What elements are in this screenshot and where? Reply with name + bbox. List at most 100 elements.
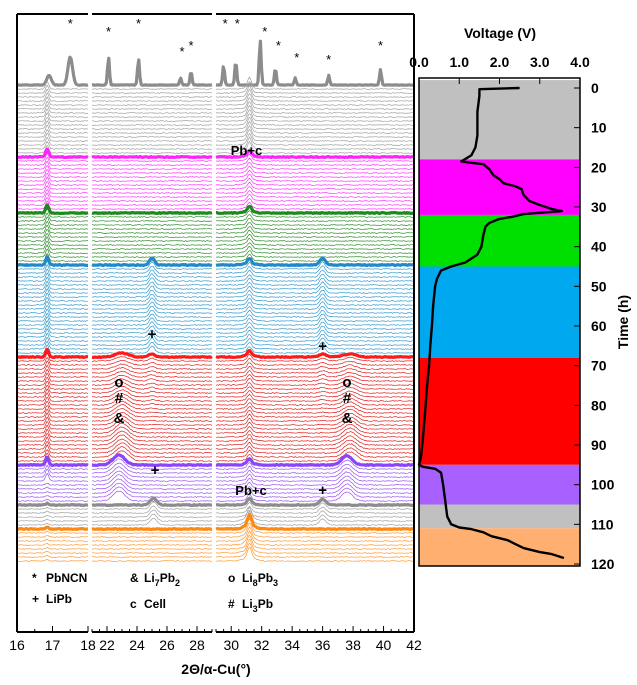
- xrd-trace-green-43-p1: [16, 248, 89, 258]
- legend-symbol-1: +: [32, 592, 39, 606]
- xrd-trace-blue-50-p2: [91, 277, 213, 286]
- xrd-trace-blue-48-p3: [215, 269, 415, 278]
- xrd-trace-red-81-p1: [16, 400, 89, 410]
- xrd-trace-red-73-p3: [215, 370, 414, 378]
- xrd-trace-orange-118-p3: [215, 542, 415, 558]
- xrd-trace-magenta-21-p3: [215, 162, 415, 170]
- xrd-trace-red-74-p2: [91, 375, 213, 382]
- xrd-trace-gray-top-5-p1: [16, 96, 89, 106]
- legend-label-0: PbNCN: [46, 571, 87, 585]
- xrd-trace-red-79-p1: [16, 392, 89, 402]
- xrd-trace-magenta-29-p3: [215, 194, 415, 202]
- xrd-trace-magenta-30-p1: [16, 196, 88, 206]
- panel-3-tick-label-36: 36: [315, 637, 331, 653]
- xrd-legend: * PbNCN + LiPb & Li7Pb2 c Cell o Li8Pb3 # Li3Pb: [32, 571, 278, 614]
- xrd-trace-red-78-p2: [91, 389, 213, 398]
- voltage-ytick-label-12: 120: [591, 556, 615, 572]
- xrd-trace-green-44-p2: [91, 260, 213, 262]
- xrd-trace-red-80-p1: [16, 396, 89, 406]
- voltage-ytick-label-2: 20: [591, 159, 607, 175]
- peak-marker-36.4: *: [326, 52, 331, 67]
- annotation-11: Pb+c: [235, 483, 266, 498]
- voltage-band-4: [419, 357, 580, 465]
- voltage-band-2: [419, 214, 580, 267]
- legend-label-3: Cell: [144, 597, 166, 611]
- xrd-trace-green-32-p3: [215, 204, 415, 215]
- xrd-trace-magenta-27-p1: [16, 185, 89, 194]
- xrd-trace-purple-96-p2: [91, 458, 213, 470]
- xrd-trace-blue-50-p1: [17, 276, 89, 286]
- voltage-y-axis-label: Time (h): [615, 295, 631, 349]
- xrd-trace-purple-101-p3: [215, 479, 415, 490]
- xrd-trace-blue-55-p2: [91, 297, 213, 306]
- xrd-trace-gray-top-9-p1: [16, 112, 89, 122]
- voltage-ytick-label-1: 10: [591, 120, 607, 136]
- xrd-trace-orange-114-p3: [216, 526, 415, 542]
- xrd-trace-blue-48-p1: [17, 268, 89, 278]
- xrd-trace-green-34-p2: [91, 220, 213, 222]
- xrd-axes: 16 17 18 22 24 26 28 30 32 34 36 38 40 42: [9, 13, 422, 653]
- xrd-trace-orange-115-p2: [91, 544, 213, 546]
- xrd-trace-gray-mid-110-p2: [91, 518, 212, 526]
- xrd-trace-magenta-26-p3: [215, 181, 415, 190]
- xrd-trace-gray-top-10-p2: [91, 124, 213, 126]
- xrd-trace-gray-mid-110-p3: [215, 511, 415, 526]
- annotation-4: #: [115, 390, 124, 407]
- xrd-trace-red-69-p1: [16, 352, 88, 362]
- xrd-trace-magenta-24-p3: [215, 174, 415, 182]
- xrd-trace-red-90-p2: [92, 434, 213, 446]
- xrd-trace-orange-118-p1: [16, 555, 88, 558]
- xrd-trace-blue-47-p3: [215, 265, 415, 274]
- xrd-trace-green-38-p2: [91, 236, 213, 238]
- xrd-trace-red-77-p3: [216, 386, 415, 394]
- xrd-trace-red-83-p3: [216, 408, 414, 418]
- xrd-trace-blue-49-p3: [215, 273, 414, 282]
- panel-1-tick-label-17: 17: [45, 637, 61, 653]
- xrd-trace-orange-117-p2: [91, 552, 213, 554]
- xrd-trace-blue-51-p3: [215, 281, 415, 290]
- xrd-trace-blue-63-p2: [91, 329, 213, 338]
- xrd-trace-purple-99-p2: [92, 470, 213, 482]
- voltage-ytick-label-5: 50: [591, 278, 607, 294]
- xrd-trace-orange-114-p2: [91, 540, 213, 542]
- xrd-trace-orange-112-p3: [215, 518, 415, 534]
- xrd-trace-green-36-p2: [91, 228, 213, 230]
- panel-1-tick-label-18: 18: [80, 637, 96, 653]
- xrd-trace-gray-top-4-p1: [16, 92, 89, 102]
- panel-1-tick-label-16: 16: [9, 637, 25, 653]
- xrd-trace-red-72-p3: [215, 365, 414, 374]
- xrd-trace-magenta-29-p1: [16, 192, 89, 202]
- xrd-trace-blue-47-p1: [16, 264, 89, 274]
- xrd-trace-red-91-p1: [17, 440, 89, 450]
- xrd-trace-red-72-p1: [16, 364, 89, 374]
- xrd-trace-purple-97-p2: [91, 462, 213, 474]
- legend-symbol-3: c: [130, 597, 137, 611]
- xrd-trace-gray-top-2-p1: [16, 84, 89, 94]
- xrd-trace-red-73-p1: [16, 368, 89, 378]
- voltage-band-0: [419, 80, 580, 160]
- xrd-trace-blue-46-p3: [215, 261, 414, 270]
- xrd-trace-blue-59-p2: [91, 313, 213, 322]
- xrd-trace-red-71-p1: [16, 360, 89, 370]
- xrd-trace-gray-top-7-p3: [215, 101, 414, 114]
- xrd-trace-gray-top-8-p2: [91, 116, 213, 118]
- xrd-trace-blue-48-p2: [91, 269, 212, 278]
- xrd-trace-red-93-p1: [16, 449, 89, 458]
- xrd-trace-gray-mid-105-p2: [91, 496, 213, 507]
- xrd-trace-blue-56-p1: [16, 300, 89, 310]
- xrd-trace-blue-64-p2: [91, 333, 213, 342]
- xrd-trace-blue-59-p1: [16, 312, 88, 322]
- xrd-trace-red-75-p2: [91, 378, 213, 386]
- xrd-trace-green-39-p3: [215, 233, 415, 242]
- xrd-trace-green-40-p3: [215, 238, 415, 246]
- xrd-trace-magenta-19-p3: [216, 153, 415, 162]
- xrd-trace-blue-62-p3: [215, 325, 415, 334]
- xrd-trace-magenta-25-p2: [91, 184, 213, 186]
- xrd-trace-blue-63-p3: [215, 329, 415, 338]
- xrd-trace-red-87-p3: [215, 423, 415, 434]
- xrd-trace-red-75-p1: [16, 376, 89, 386]
- voltage-ytick-label-3: 30: [591, 199, 607, 215]
- panel-3-tick-label-38: 38: [345, 637, 361, 653]
- legend-symbol-5: #: [228, 597, 235, 611]
- legend-label-1: LiPb: [46, 592, 72, 606]
